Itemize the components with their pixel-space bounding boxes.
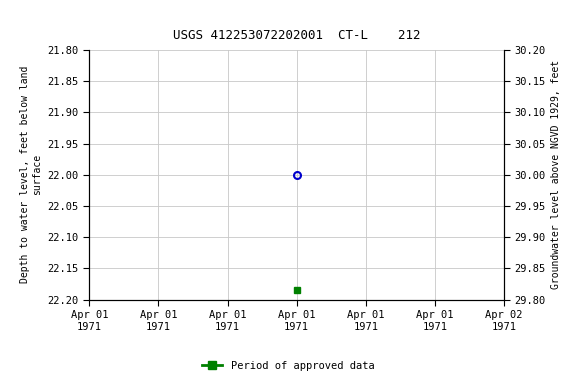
Y-axis label: Depth to water level, feet below land
surface: Depth to water level, feet below land su…	[21, 66, 42, 283]
Y-axis label: Groundwater level above NGVD 1929, feet: Groundwater level above NGVD 1929, feet	[551, 60, 561, 289]
Title: USGS 412253072202001  CT-L    212: USGS 412253072202001 CT-L 212	[173, 29, 420, 42]
Legend: Period of approved data: Period of approved data	[198, 357, 378, 375]
